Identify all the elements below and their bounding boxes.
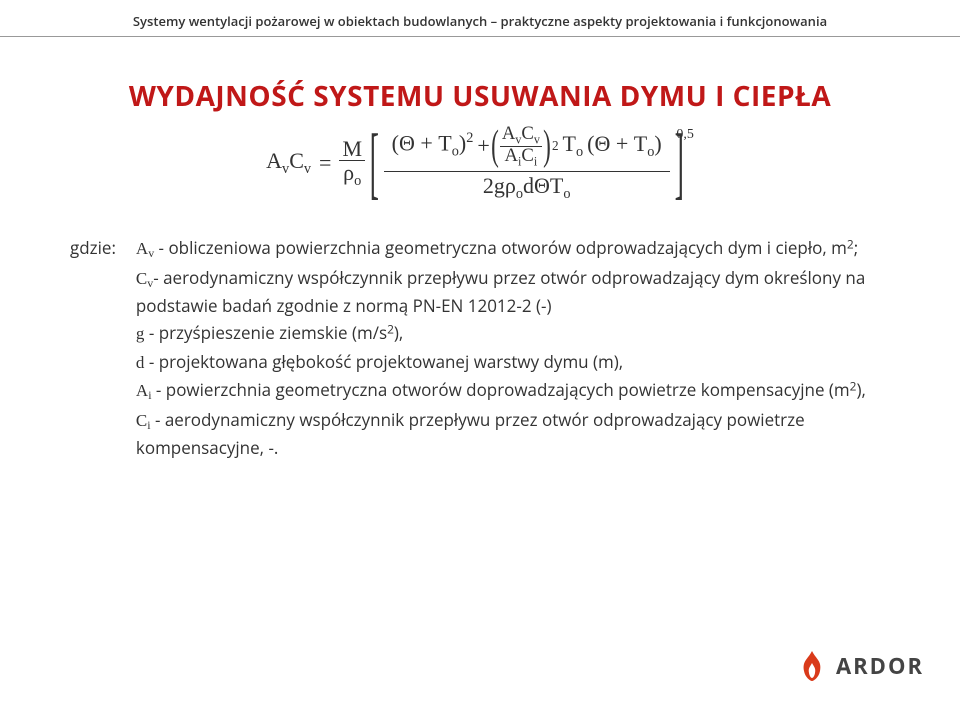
def-item: Av - obliczeniowa powierzchnia geometryc… [136, 235, 890, 263]
v4: v [534, 132, 540, 146]
rho2sub: o [516, 186, 523, 202]
To3: o [647, 144, 654, 160]
bracket-fraction: (Θ + To)2 + ( AvCv AiCi )2 To (Θ + To) 2… [384, 121, 670, 205]
T1: T [438, 131, 451, 156]
C2: C [521, 123, 533, 144]
eq-sign: = [319, 150, 331, 176]
num-M: M [339, 137, 365, 161]
defs-list: Av - obliczeniowa powierzchnia geometryc… [136, 235, 890, 462]
theta1: Θ [399, 131, 415, 156]
plus2: + [477, 134, 489, 158]
theta2: Θ [594, 131, 610, 156]
rho-sub: o [354, 173, 361, 189]
def-item: d - projektowana głębokość projektowanej… [136, 349, 890, 376]
two-g: 2g [483, 173, 505, 198]
rho: ρ [343, 160, 354, 185]
def-item: Cv- aerodynamiczny współczynnik przepływ… [136, 265, 890, 318]
flame-icon [798, 649, 826, 683]
brand-text: ARDOR [836, 651, 924, 681]
T3: T [634, 131, 647, 156]
definitions-block: gdzie: Av - obliczeniowa powierzchnia ge… [70, 235, 890, 462]
slide-content: WYDAJNOŚĆ SYSTEMU USUWANIA DYMU I CIEPŁA… [0, 37, 960, 462]
main-formula: AvCv = M ρo [ (Θ + To)2 + ( AvCv AiCi [70, 121, 890, 205]
sym-C: C [289, 148, 304, 173]
def-item: Ci - aerodynamiczny współczynnik przepły… [136, 407, 890, 460]
page-header: Systemy wentylacji pożarowej w obiektach… [0, 0, 960, 37]
left-bracket-icon: [ [370, 127, 379, 199]
C3: C [521, 145, 533, 166]
rparen-icon: ) [543, 123, 551, 169]
rho2: ρ [505, 173, 516, 198]
plus1: + [420, 131, 432, 156]
To4: o [563, 186, 570, 202]
T4: T [550, 173, 563, 198]
defs-label: gdzie: [70, 235, 116, 462]
plus3: + [616, 131, 628, 156]
To2: o [576, 144, 583, 160]
A3: A [505, 145, 519, 166]
sq2: 2 [552, 139, 559, 154]
sq1: 2 [466, 130, 473, 146]
d1: d [523, 173, 534, 198]
def-item: Ai - powierzchnia geometryczna otworów d… [136, 377, 890, 405]
A2: A [502, 123, 516, 144]
sym-A: A [266, 148, 282, 173]
def-item: g - przyśpieszenie ziemskie (m/s2), [136, 320, 890, 347]
sub-v2: v [304, 161, 311, 177]
page-title: WYDAJNOŚĆ SYSTEMU USUWANIA DYMU I CIEPŁA [70, 77, 890, 115]
lparen-icon: ( [491, 123, 499, 169]
brand-footer: ARDOR [798, 649, 924, 683]
T2: T [563, 131, 576, 156]
i2: i [534, 154, 537, 168]
right-bracket-icon: ] [674, 127, 683, 199]
To1: o [452, 144, 459, 160]
theta3: Θ [534, 173, 550, 198]
frac-m-rho: M ρo [339, 137, 365, 189]
frac-avcv-aici: AvCv AiCi [500, 125, 542, 167]
